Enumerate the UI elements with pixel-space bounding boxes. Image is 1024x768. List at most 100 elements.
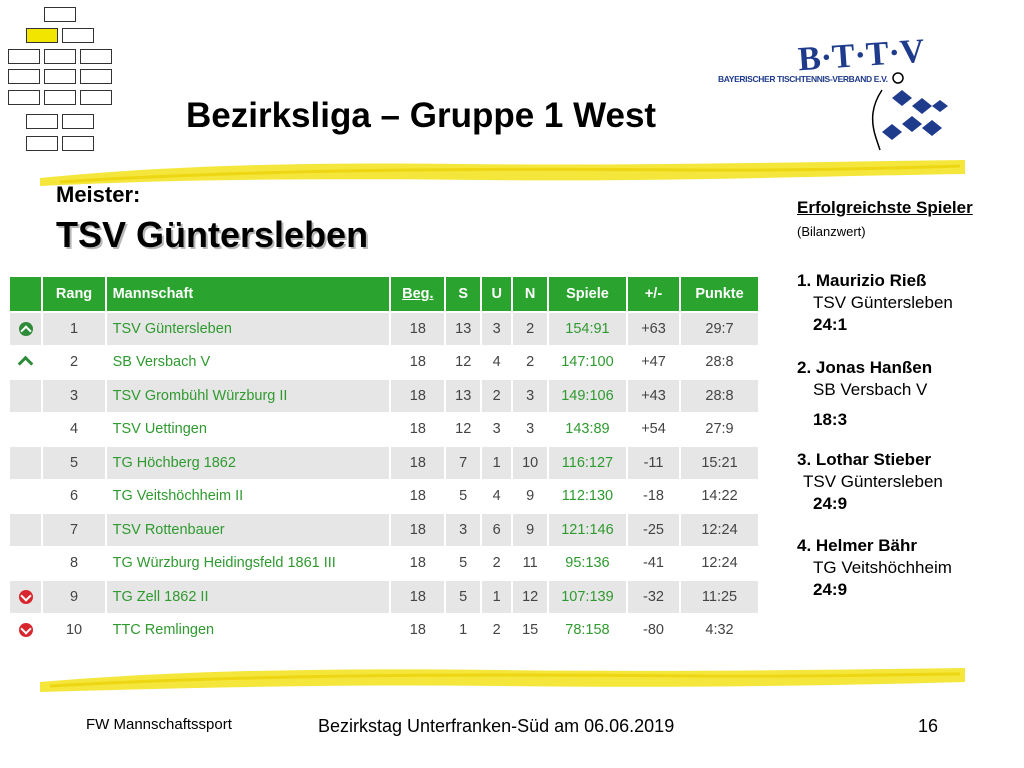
player-entry: 1. Maurizio Rieß TSV Güntersleben 24:1 xyxy=(797,270,953,336)
cell-trend xyxy=(7,311,44,347)
player-club: TG Veitshöchheim xyxy=(813,558,952,577)
header-punkte: Punkte xyxy=(679,275,760,313)
cell-beg: 18 xyxy=(389,344,447,380)
cell-trend xyxy=(7,344,44,380)
cell-u: 4 xyxy=(479,478,514,514)
pyramid-box xyxy=(80,69,112,84)
cell-spiele: 116:127 xyxy=(546,445,629,481)
cell-u: 4 xyxy=(479,344,514,380)
player-score: 24:9 xyxy=(813,580,848,599)
pyramid-box xyxy=(8,49,40,64)
cell-punkte: 4:32 xyxy=(679,612,760,648)
cell-punkte: 11:25 xyxy=(679,579,760,615)
cell-n: 3 xyxy=(511,411,549,447)
header-rang: Rang xyxy=(41,275,107,313)
table-body: 1 TSV Güntersleben 18 13 3 2 154:91 +63 29:7 2 SB … xyxy=(7,311,760,648)
table-row: 4 TSV Uettingen 18 12 3 3 143:89 +54 27:9 xyxy=(7,411,760,447)
player-score: 24:9 xyxy=(813,494,848,513)
cell-u: 3 xyxy=(479,411,514,447)
cell-n: 11 xyxy=(511,545,549,581)
pyramid-box xyxy=(44,49,76,64)
meister-label: Meister: xyxy=(56,182,141,207)
header-s: S xyxy=(444,275,482,313)
footer-center-text: Bezirkstag Unterfranken-Süd am 06.06.201… xyxy=(318,716,675,736)
cell-diff: -32 xyxy=(625,579,682,615)
cell-diff: -25 xyxy=(625,512,682,548)
cell-team: TSV Güntersleben xyxy=(104,311,392,347)
cell-rang: 2 xyxy=(41,344,107,380)
cell-diff: +54 xyxy=(625,411,682,447)
cell-punkte: 28:8 xyxy=(679,378,760,414)
player-entry: 4. Helmer Bähr TG Veitshöchheim 24:9 xyxy=(797,535,952,601)
player-name: 1. Maurizio Rieß xyxy=(797,271,927,290)
cell-s: 12 xyxy=(444,344,482,380)
cell-punkte: 27:9 xyxy=(679,411,760,447)
cell-spiele: 143:89 xyxy=(546,411,629,447)
cell-trend xyxy=(7,478,44,514)
cell-rang: 7 xyxy=(41,512,107,548)
table-row: 2 SB Versbach V 18 12 4 2 147:100 +47 28:8 xyxy=(7,344,760,380)
promotion-circle-icon xyxy=(18,321,33,337)
cell-spiele: 147:100 xyxy=(546,344,629,380)
cell-u: 3 xyxy=(479,311,514,347)
cell-s: 1 xyxy=(444,612,482,648)
standings-table: Rang Mannschaft Beg. S U N Spiele +/- Pu… xyxy=(7,275,760,648)
player-entry: 3. Lothar Stieber TSV Güntersleben 24:9 xyxy=(797,449,943,515)
slide-title: Bezirksliga – Gruppe 1 West xyxy=(186,96,657,135)
cell-u: 2 xyxy=(479,378,514,414)
cell-n: 10 xyxy=(511,445,549,481)
logo-ball xyxy=(892,72,904,84)
cell-rang: 8 xyxy=(41,545,107,581)
cell-s: 5 xyxy=(444,545,482,581)
table-row: 5 TG Höchberg 1862 18 7 1 10 116:127 -11 15:21 xyxy=(7,445,760,481)
table-row: 8 TG Würzburg Heidingsfeld 1861 III 18 5 2 11… xyxy=(7,545,760,581)
cell-trend xyxy=(7,378,44,414)
table-row: 6 TG Veitshöchheim II 18 5 4 9 112:130 -18 14:22 xyxy=(7,478,760,514)
cell-team: TTC Remlingen xyxy=(104,612,392,648)
logo-player-silhouette xyxy=(871,89,883,151)
table-row: 10 TTC Remlingen 18 1 2 15 78:158 -80 4:32 xyxy=(7,612,760,648)
cell-s: 3 xyxy=(444,512,482,548)
pyramid-box xyxy=(62,136,94,151)
cell-s: 5 xyxy=(444,478,482,514)
cell-punkte: 29:7 xyxy=(679,311,760,347)
table-row: 3 TSV Grombühl Würzburg II 18 13 2 3 149:106 +4… xyxy=(7,378,760,414)
cell-punkte: 28:8 xyxy=(679,344,760,380)
cell-diff: -11 xyxy=(625,445,682,481)
cell-u: 1 xyxy=(479,445,514,481)
cell-diff: -18 xyxy=(625,478,682,514)
pyramid-box xyxy=(26,114,58,129)
cell-trend xyxy=(7,545,44,581)
logo-caption: BAYERISCHER TISCHTENNIS-VERBAND E.V. xyxy=(718,74,888,84)
cell-team: TSV Uettingen xyxy=(104,411,392,447)
table-header-row: Rang Mannschaft Beg. S U N Spiele +/- Pu… xyxy=(7,275,760,313)
cell-s: 5 xyxy=(444,579,482,615)
player-entry: 2. Jonas Hanßen SB Versbach V 18:3 xyxy=(797,357,932,431)
player-score: 18:3 xyxy=(813,410,848,429)
cell-s: 13 xyxy=(444,311,482,347)
player-name: 3. Lothar Stieber xyxy=(797,450,932,469)
cell-n: 2 xyxy=(511,311,549,347)
cell-beg: 18 xyxy=(389,512,447,548)
cell-team: TSV Grombühl Würzburg II xyxy=(104,378,392,414)
cell-rang: 4 xyxy=(41,411,107,447)
cell-team: TG Zell 1862 II xyxy=(104,579,392,615)
cell-rang: 10 xyxy=(41,612,107,648)
cell-diff: +63 xyxy=(625,311,682,347)
cell-beg: 18 xyxy=(389,411,447,447)
cell-beg: 18 xyxy=(389,311,447,347)
cell-diff: -41 xyxy=(625,545,682,581)
yellow-brush-stroke-top xyxy=(40,160,965,186)
yellow-brush-stroke-bottom xyxy=(40,668,965,692)
cell-team: TG Veitshöchheim II xyxy=(104,478,392,514)
pyramid-box xyxy=(44,90,76,105)
cell-n: 2 xyxy=(511,344,549,380)
table-row: 1 TSV Güntersleben 18 13 3 2 154:91 +63 29:7 xyxy=(7,311,760,347)
cell-diff: +47 xyxy=(625,344,682,380)
pyramid-box-highlighted xyxy=(26,28,58,43)
cell-u: 1 xyxy=(479,579,514,615)
header-beg[interactable]: Beg. xyxy=(389,275,447,313)
cell-team: TG Würzburg Heidingsfeld 1861 III xyxy=(104,545,392,581)
cell-spiele: 112:130 xyxy=(546,478,629,514)
cell-beg: 18 xyxy=(389,445,447,481)
